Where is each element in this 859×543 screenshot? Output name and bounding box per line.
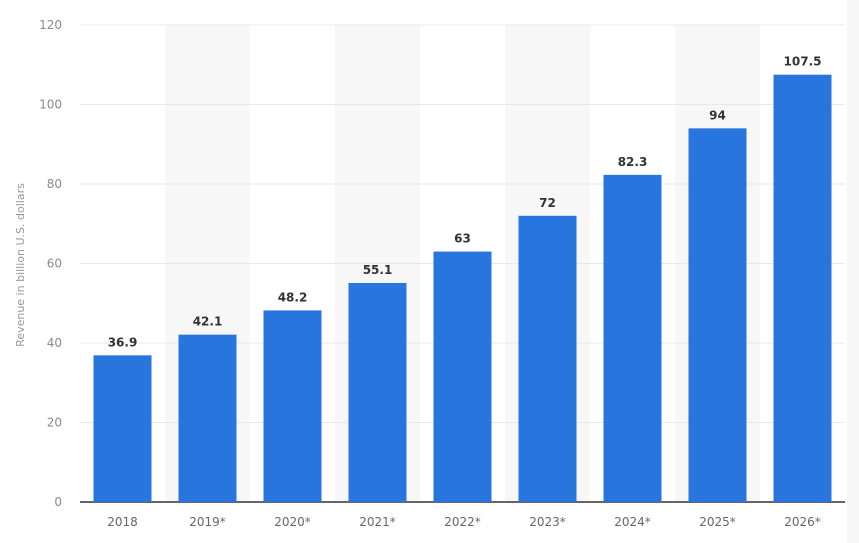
- y-tick-label: 40: [47, 336, 62, 350]
- bar-2020[interactable]: [263, 310, 322, 502]
- bar-2022[interactable]: [433, 251, 492, 502]
- bar-2026[interactable]: [773, 74, 832, 502]
- y-axis-label: Revenue in billion U.S. dollars: [14, 183, 27, 347]
- y-tick-label: 100: [39, 98, 62, 112]
- bar-2021[interactable]: [348, 282, 407, 502]
- y-tick-label: 0: [54, 495, 62, 509]
- y-tick-label: 20: [47, 416, 62, 430]
- y-tick-label: 120: [39, 18, 62, 32]
- data-label: 36.9: [108, 335, 138, 349]
- data-label: 63: [454, 232, 471, 246]
- x-tick-label: 2020*: [274, 515, 311, 529]
- right-edge-strip: [847, 0, 859, 543]
- bar-2018[interactable]: [93, 355, 152, 502]
- x-tick-label: 2026*: [784, 515, 821, 529]
- y-tick-label: 60: [47, 257, 62, 271]
- data-label: 94: [709, 108, 726, 122]
- bar-2023[interactable]: [518, 215, 577, 503]
- x-tick-label: 2025*: [699, 515, 736, 529]
- x-tick-label: 2022*: [444, 515, 481, 529]
- data-label: 82.3: [618, 155, 648, 169]
- data-label: 55.1: [363, 263, 393, 277]
- x-tick-label: 2024*: [614, 515, 651, 529]
- bar-2024[interactable]: [603, 174, 662, 503]
- x-tick-label: 2023*: [529, 515, 566, 529]
- data-label: 42.1: [193, 315, 223, 329]
- data-label: 107.5: [784, 55, 822, 69]
- y-tick-label: 80: [47, 177, 62, 191]
- bar-2025[interactable]: [688, 128, 747, 502]
- data-label: 72: [539, 196, 556, 210]
- data-label: 48.2: [278, 290, 308, 304]
- x-tick-label: 2018: [107, 515, 138, 529]
- x-tick-label: 2019*: [189, 515, 226, 529]
- bar-2019[interactable]: [178, 334, 237, 502]
- x-tick-label: 2021*: [359, 515, 396, 529]
